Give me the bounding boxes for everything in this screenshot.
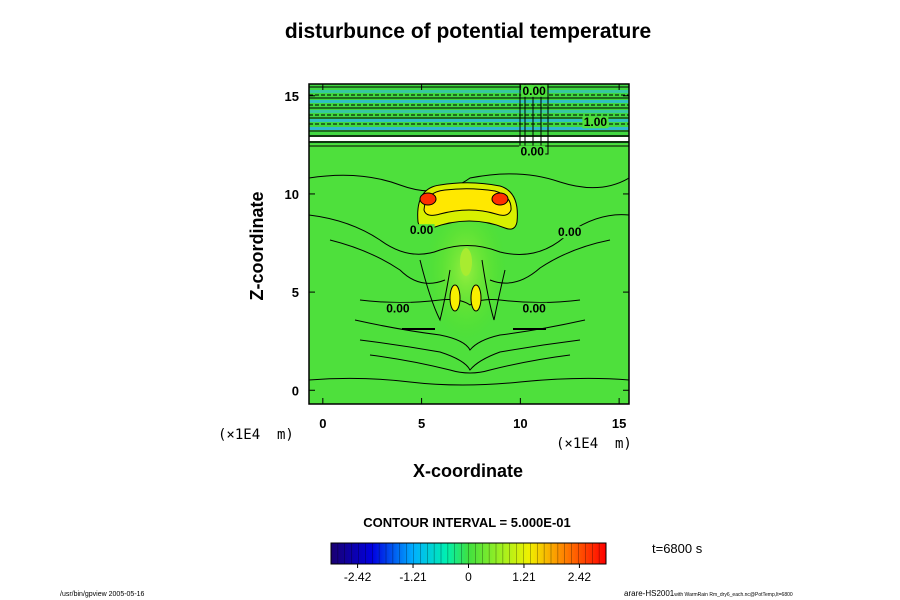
contour-label-4: 0.00 [558, 225, 582, 239]
colorbar-tick-label-2: 0 [465, 570, 472, 584]
contour-label-5: 0.00 [386, 302, 410, 316]
contour-label-bg-2 [519, 145, 546, 158]
contour-lines [309, 173, 629, 386]
footer-right: arare-HS2001with WarmRain Rm_dry6_each.n… [624, 589, 793, 598]
y-tick-label-3: 15 [285, 89, 299, 104]
contour-label-3: 0.00 [410, 223, 434, 237]
x-axis-title: X-coordinate [413, 461, 523, 481]
x-tick-label-2: 10 [513, 416, 527, 431]
colorbar-stripes [337, 543, 600, 564]
contour-label-1: 1.00 [584, 115, 608, 129]
contour-label-bg-1 [582, 116, 609, 129]
warm-cap-inner [423, 188, 512, 216]
colorbar-tick-label-0: -2.42 [344, 570, 372, 584]
colorbar-tick-label-1: -1.21 [399, 570, 427, 584]
contour-label-bg-6 [521, 302, 548, 315]
y-tick-label-1: 5 [292, 285, 299, 300]
x-axis: 0 5 10 15 [319, 84, 626, 431]
y-axis: 0 5 10 15 [285, 89, 629, 398]
plot-area: 0.00 1.00 0.00 0.00 0.00 0.00 0.00 [309, 84, 629, 404]
contour-interval: CONTOUR INTERVAL = 5.000E-01 [363, 515, 570, 530]
contour-label-6: 0.00 [523, 302, 547, 316]
y-tick-label-2: 10 [285, 187, 299, 202]
footer-right-main: arare-HS2001 [624, 589, 675, 598]
chart-title: disturbunce of potential temperature [285, 20, 651, 43]
contour-labels: 0.00 1.00 0.00 0.00 0.00 0.00 0.00 [384, 84, 609, 316]
left-hot-spot [419, 192, 437, 206]
footer-right-small: with WarmRain Rm_dry6_each.nc@PotTemp,lt… [674, 592, 793, 598]
x-unit-label: (×1E4 m) [556, 436, 632, 452]
y-axis-title: Z-coordinate [247, 191, 267, 300]
left-lower-lobe [449, 284, 461, 312]
x-tick-label-0: 0 [319, 416, 326, 431]
contour-label-0: 0.00 [523, 84, 547, 98]
time-label: t=6800 s [652, 541, 703, 556]
colorbar-tick-label-3: 1.21 [512, 570, 536, 584]
colorbar: -2.42 -1.21 0 1.21 2.42 [330, 542, 607, 584]
right-hot-spot [491, 192, 509, 206]
contour-label-bg-0 [521, 84, 548, 97]
contour-label-2: 0.00 [521, 145, 545, 159]
plot-frame [308, 83, 630, 405]
footer-left: /usr/bin/gpview 2005-05-16 [60, 591, 145, 598]
y-tick-label-0: 0 [292, 383, 299, 398]
colorbar-ticks: -2.42 -1.21 0 1.21 2.42 [344, 564, 592, 584]
right-lower-lobe [470, 284, 482, 312]
z-unit-label: (×1E4 m) [218, 427, 294, 443]
lower-lobes [449, 248, 482, 312]
contour-label-bg-4 [556, 226, 583, 239]
upper-layers [309, 84, 629, 155]
contour-label-bg-3 [408, 224, 435, 237]
x-tick-label-1: 5 [418, 416, 425, 431]
contour-label-bg-5 [384, 302, 411, 315]
x-tick-label-3: 15 [612, 416, 626, 431]
colorbar-tick-label-4: 2.42 [568, 570, 592, 584]
